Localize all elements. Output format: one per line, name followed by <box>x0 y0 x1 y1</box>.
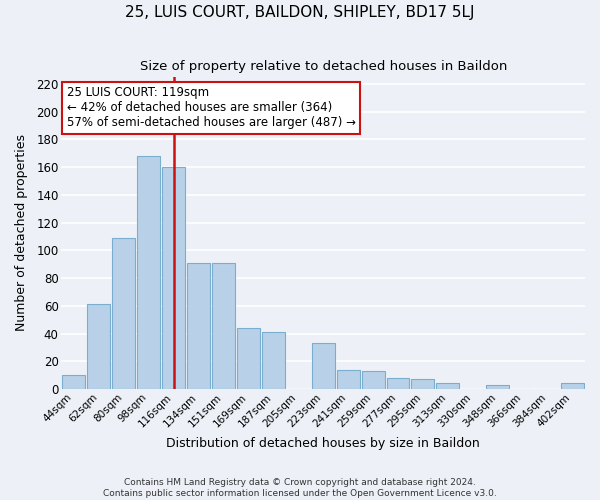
Text: 25 LUIS COURT: 119sqm
← 42% of detached houses are smaller (364)
57% of semi-det: 25 LUIS COURT: 119sqm ← 42% of detached … <box>67 86 356 130</box>
Bar <box>486 385 509 389</box>
Bar <box>412 380 434 389</box>
Bar <box>337 370 359 389</box>
Bar <box>137 156 160 389</box>
X-axis label: Distribution of detached houses by size in Baildon: Distribution of detached houses by size … <box>166 437 480 450</box>
Bar <box>362 371 385 389</box>
Bar <box>112 238 135 389</box>
Bar <box>162 167 185 389</box>
Bar <box>62 375 85 389</box>
Bar <box>88 304 110 389</box>
Title: Size of property relative to detached houses in Baildon: Size of property relative to detached ho… <box>140 60 507 73</box>
Text: 25, LUIS COURT, BAILDON, SHIPLEY, BD17 5LJ: 25, LUIS COURT, BAILDON, SHIPLEY, BD17 5… <box>125 5 475 20</box>
Bar <box>237 328 260 389</box>
Bar <box>561 384 584 389</box>
Bar <box>187 263 210 389</box>
Bar <box>386 378 409 389</box>
Bar <box>312 344 335 389</box>
Text: Contains HM Land Registry data © Crown copyright and database right 2024.
Contai: Contains HM Land Registry data © Crown c… <box>103 478 497 498</box>
Y-axis label: Number of detached properties: Number of detached properties <box>15 134 28 332</box>
Bar <box>262 332 285 389</box>
Bar <box>212 263 235 389</box>
Bar <box>436 384 460 389</box>
